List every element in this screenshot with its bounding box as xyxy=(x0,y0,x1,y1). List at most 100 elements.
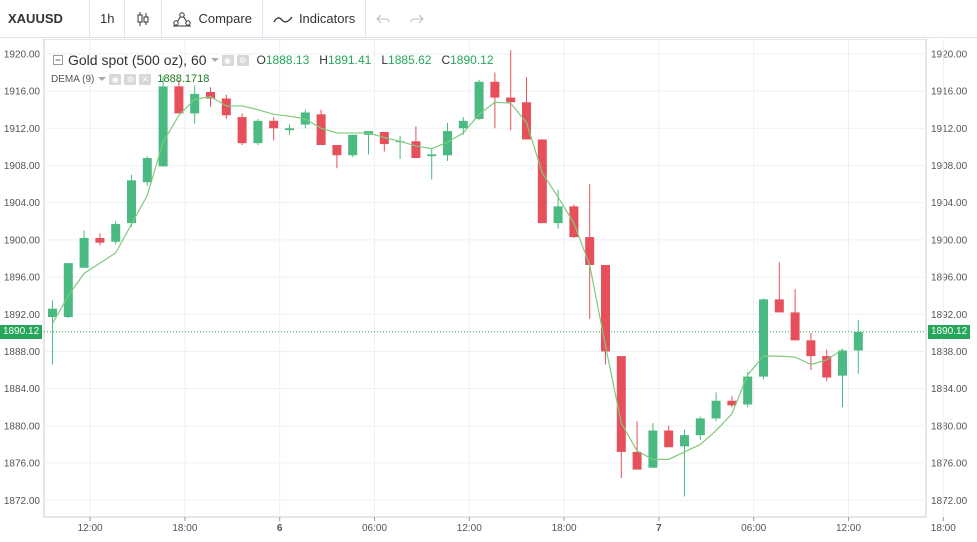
candle-body xyxy=(427,154,437,157)
x-tick-label: 12:00 xyxy=(836,523,861,534)
candle-body xyxy=(759,299,768,377)
close-value: 1890.12 xyxy=(450,53,494,67)
candle-body xyxy=(95,238,105,243)
compare-button[interactable]: Compare xyxy=(162,0,263,38)
x-tick-label: 06:00 xyxy=(741,523,766,534)
high-value: 1891.41 xyxy=(327,53,372,67)
candle-body xyxy=(632,451,642,470)
plot-frame xyxy=(43,38,927,518)
y-tick-label-right: 1888.00 xyxy=(931,347,968,358)
y-tick-label-left: 1888.00 xyxy=(4,347,41,358)
candle-body xyxy=(269,120,279,129)
y-tick-label-left: 1904.00 xyxy=(4,198,41,209)
candlestick-icon xyxy=(137,11,149,26)
candle-body xyxy=(48,308,57,318)
y-tick-label-left: 1896.00 xyxy=(4,273,41,284)
candle-body xyxy=(253,120,263,144)
settings-icon[interactable]: ⚙ xyxy=(236,54,249,66)
candle-body xyxy=(585,237,595,265)
indicators-icon xyxy=(273,16,293,23)
candle-body xyxy=(711,400,721,419)
collapse-icon[interactable] xyxy=(53,55,63,65)
indicator-legend: DEMA (9) ◉ ⚙ ✕ 1888.1718 xyxy=(51,73,209,85)
chart-area[interactable]: 1920.00 1920.00 1916.00 1916.00 1912.00 1912.… xyxy=(0,38,977,537)
candle-body xyxy=(522,102,531,140)
candle-body xyxy=(348,134,358,156)
candle-body xyxy=(458,120,468,129)
y-tick-label-left: 1908.00 xyxy=(4,161,41,172)
eye-icon[interactable]: ◉ xyxy=(221,54,234,66)
high-label: H xyxy=(319,53,328,67)
indicator-menu-caret-icon[interactable] xyxy=(98,77,107,81)
candle-body xyxy=(63,263,73,318)
candlestick-chart[interactable]: 1920.00 1920.00 1916.00 1916.00 1912.00 1912.… xyxy=(0,38,977,537)
y-tick-label-right: 1884.00 xyxy=(931,384,968,395)
interval-button[interactable]: 1h xyxy=(90,0,126,38)
y-tick-label-right: 1892.00 xyxy=(931,310,968,321)
ohlc-values: O1888.13 H1891.41 L1885.62 C1890.12 xyxy=(257,53,494,67)
dema-line xyxy=(51,96,843,460)
candle-body xyxy=(127,180,136,224)
y-tick-label-right: 1904.00 xyxy=(931,198,968,209)
compare-icon xyxy=(173,11,192,26)
last-price-right-tag: 1890.12 xyxy=(928,324,971,339)
x-tick-label: 12:00 xyxy=(457,523,482,534)
x-tick-label: 18:00 xyxy=(172,523,197,534)
y-tick-label-left: 1876.00 xyxy=(4,459,41,470)
candle-body xyxy=(727,400,737,406)
x-tick-label: 12:00 xyxy=(78,523,103,534)
candle-body xyxy=(569,206,579,238)
candle-body xyxy=(221,98,231,116)
indicators-label: Indicators xyxy=(298,11,356,26)
candle-body xyxy=(695,418,705,436)
y-tick-label-left: 1916.00 xyxy=(4,87,41,98)
candle-body xyxy=(537,139,547,224)
top-toolbar: XAUUSD 1h Compare Indicators xyxy=(0,0,977,38)
candle-body xyxy=(743,376,753,405)
y-tick-label-left: 1892.00 xyxy=(4,310,41,321)
candle-body xyxy=(142,158,152,183)
open-value: 1888.13 xyxy=(265,53,310,67)
candle-body xyxy=(332,145,342,156)
redo-icon xyxy=(410,14,425,23)
series-legend: Gold spot (500 oz), 60 ◉ ⚙ O1888.13 H189… xyxy=(53,52,494,68)
indicator-value: 1888.1718 xyxy=(157,73,210,85)
indicator-settings-icon[interactable]: ⚙ xyxy=(124,73,137,85)
candle-body xyxy=(111,224,121,242)
indicator-eye-icon[interactable]: ◉ xyxy=(109,73,122,85)
undo-icon xyxy=(376,14,390,23)
candle-body xyxy=(790,312,800,341)
y-tick-label-left: 1912.00 xyxy=(4,124,41,135)
y-tick-label-right: 1880.00 xyxy=(931,421,968,432)
y-tick-label-left: 1884.00 xyxy=(4,384,41,395)
series-menu-caret-icon[interactable] xyxy=(210,58,219,62)
symbol-search[interactable]: XAUUSD xyxy=(0,0,90,38)
x-tick-label: 7 xyxy=(656,523,662,534)
candle-body xyxy=(822,356,832,378)
indicators-button[interactable]: Indicators xyxy=(263,0,367,38)
x-tick-label: 6 xyxy=(277,523,283,534)
compare-label: Compare xyxy=(198,11,252,26)
candle-body xyxy=(206,92,215,99)
close-label: C xyxy=(441,53,451,67)
undo-button[interactable] xyxy=(366,0,400,38)
candle-body xyxy=(190,93,200,114)
indicator-remove-icon[interactable]: ✕ xyxy=(139,73,152,85)
redo-button[interactable] xyxy=(400,0,434,38)
candle-body xyxy=(664,430,674,448)
candle-body xyxy=(285,128,294,131)
last-price-left-tag: 1890.12 xyxy=(0,324,43,339)
candle-body xyxy=(79,238,89,268)
low-label: L xyxy=(381,53,389,67)
candle-body xyxy=(443,131,452,156)
y-tick-label-right: 1912.00 xyxy=(931,124,968,135)
y-tick-label-right: 1872.00 xyxy=(931,496,968,507)
y-tick-label-right: 1908.00 xyxy=(931,161,968,172)
chart-type-button[interactable] xyxy=(125,0,163,38)
y-tick-label-left: 1920.00 xyxy=(4,49,41,60)
y-tick-label-right: 1920.00 xyxy=(931,49,968,60)
candle-body xyxy=(553,206,563,224)
x-tick-label: 18:00 xyxy=(931,523,956,534)
candle-body xyxy=(237,117,247,144)
candle-body xyxy=(774,299,784,313)
